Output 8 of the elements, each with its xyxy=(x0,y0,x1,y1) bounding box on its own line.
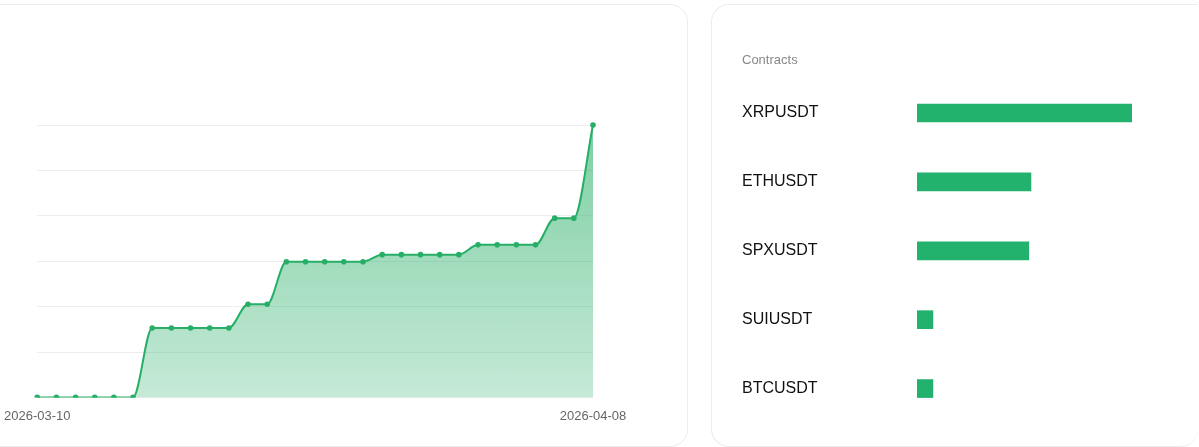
y-tick-label: SUIUSDT xyxy=(742,310,813,328)
x-tick-label: 2026-03-10 xyxy=(4,407,71,423)
text: Contracts xyxy=(742,52,799,68)
y-tick-label: SPXUSDT xyxy=(742,241,818,259)
y-tick-label: XRPUSDT xyxy=(742,103,819,121)
y-tick-label: ETHUSDT xyxy=(742,172,818,190)
x-tick-label: 2026-04-08 xyxy=(559,407,627,423)
y-tick-label: BTCUSDT xyxy=(742,378,818,396)
